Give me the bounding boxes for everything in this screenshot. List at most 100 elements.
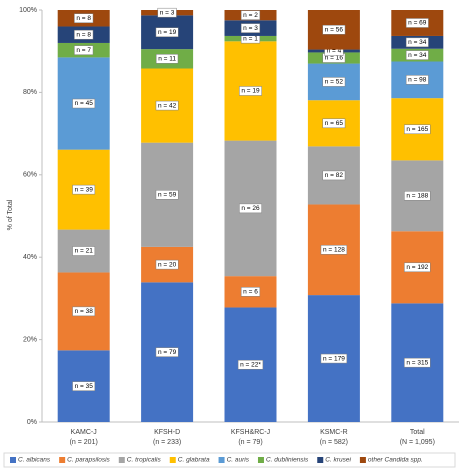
data-label: n = 7: [76, 47, 91, 54]
data-label: n = 1: [243, 35, 258, 42]
data-label-box: [237, 359, 264, 370]
x-tick-note: (n = 79): [238, 439, 262, 446]
y-tick-label: 40%: [23, 254, 37, 261]
data-label: n = 69: [408, 20, 427, 27]
data-label-box: [404, 124, 431, 135]
data-label: n = 45: [75, 100, 94, 107]
legend-label: C. tropicalis: [127, 457, 162, 464]
data-label-box: [320, 353, 348, 364]
data-label-box: [404, 357, 431, 368]
data-label-box: [322, 25, 346, 35]
x-tick-note: (N = 1,095): [400, 439, 435, 446]
legend-swatch: [257, 457, 264, 463]
data-label: n = 3: [160, 9, 175, 16]
data-label-box: [240, 10, 261, 20]
data-label-box: [405, 75, 429, 85]
data-label: n = 8: [76, 15, 91, 22]
legend-label: other Candida spp.: [368, 457, 423, 464]
data-label: n = 6: [243, 289, 258, 296]
data-label: n = 16: [325, 55, 344, 62]
legend-swatch: [10, 457, 16, 463]
data-label-box: [239, 203, 262, 214]
data-label: n = 21: [75, 248, 94, 255]
y-axis-title: % of Total: [7, 199, 14, 230]
data-label: n = 34: [408, 39, 427, 46]
data-label: n = 82: [325, 172, 344, 179]
legend-label: C. parapsilosis: [67, 457, 110, 464]
data-label-box: [155, 347, 179, 357]
data-label: n = 192: [406, 264, 428, 271]
data-label: n = 20: [158, 261, 177, 268]
data-label-box: [72, 246, 96, 256]
data-label: n = 39: [75, 186, 94, 193]
data-label: n = 19: [158, 29, 177, 36]
y-tick-label: 80%: [23, 89, 37, 96]
data-label-box: [74, 45, 94, 55]
data-label-box: [72, 306, 96, 317]
data-label: n = 8: [76, 31, 91, 38]
data-label: n = 3: [243, 25, 258, 32]
x-tick-label: Total: [410, 429, 425, 436]
data-label-box: [72, 381, 96, 391]
legend-label: C. auris: [227, 457, 250, 464]
data-label: n = 315: [406, 359, 428, 366]
data-label-box: [404, 191, 431, 201]
data-label-box: [404, 262, 431, 273]
data-label-box: [239, 86, 262, 96]
data-label-box: [322, 77, 346, 87]
x-tick-label: KFSH-D: [154, 429, 180, 436]
data-label-box: [155, 190, 179, 200]
x-tick-label: KFSH&RC-J: [231, 429, 270, 436]
data-label: n = 2: [243, 12, 258, 19]
data-label: n = 128: [323, 247, 345, 254]
x-tick-note: (n = 582): [320, 439, 348, 446]
legend-label: C. dubliniensis: [266, 457, 309, 464]
data-label-box: [74, 13, 94, 23]
data-label: n = 52: [325, 79, 344, 86]
data-label: n = 79: [158, 349, 177, 356]
y-tick-label: 100%: [19, 7, 37, 14]
data-label-box: [157, 7, 177, 18]
legend-swatch: [317, 457, 324, 463]
legend-swatch: [359, 457, 366, 463]
data-label-box: [155, 100, 179, 111]
y-tick-label: 20%: [23, 336, 37, 343]
data-label: n = 11: [158, 56, 176, 63]
data-label: n = 22*: [240, 361, 261, 368]
data-label-box: [155, 259, 179, 270]
data-label: n = 188: [406, 193, 428, 200]
data-label-box: [405, 37, 429, 48]
data-label: n = 65: [325, 120, 344, 127]
data-label: n = 38: [75, 308, 94, 315]
data-label-box: [72, 184, 96, 195]
data-label: n = 19: [241, 88, 260, 95]
data-label: n = 56: [325, 26, 344, 33]
data-label: n = 165: [406, 126, 428, 133]
x-tick-note: (n = 233): [153, 439, 181, 446]
data-label-box: [155, 27, 179, 37]
data-label: n = 26: [241, 205, 260, 212]
data-label-box: [240, 287, 261, 297]
x-tick-label: KAMC-J: [71, 429, 97, 436]
legend-swatch: [118, 457, 125, 463]
data-label: n = 179: [323, 355, 345, 362]
data-label-box: [74, 29, 94, 40]
y-tick-label: 60%: [23, 172, 37, 179]
x-tick-note: (n = 201): [70, 439, 98, 446]
y-tick-label: 0%: [27, 419, 37, 426]
data-label: n = 34: [408, 52, 427, 59]
legend-box: [3, 452, 456, 468]
x-tick-label: KSMC-R: [320, 429, 348, 436]
data-label: n = 35: [75, 383, 94, 390]
legend-label: C. krusei: [325, 457, 351, 464]
data-label: n = 59: [158, 192, 177, 199]
data-label-box: [240, 23, 261, 33]
data-label-box: [405, 18, 429, 28]
data-label-box: [72, 98, 96, 109]
data-label: n = 4: [327, 48, 342, 55]
data-label-box: [322, 170, 346, 181]
data-label: n = 98: [408, 77, 427, 84]
legend-swatch: [59, 457, 66, 463]
data-label-box: [320, 245, 348, 255]
